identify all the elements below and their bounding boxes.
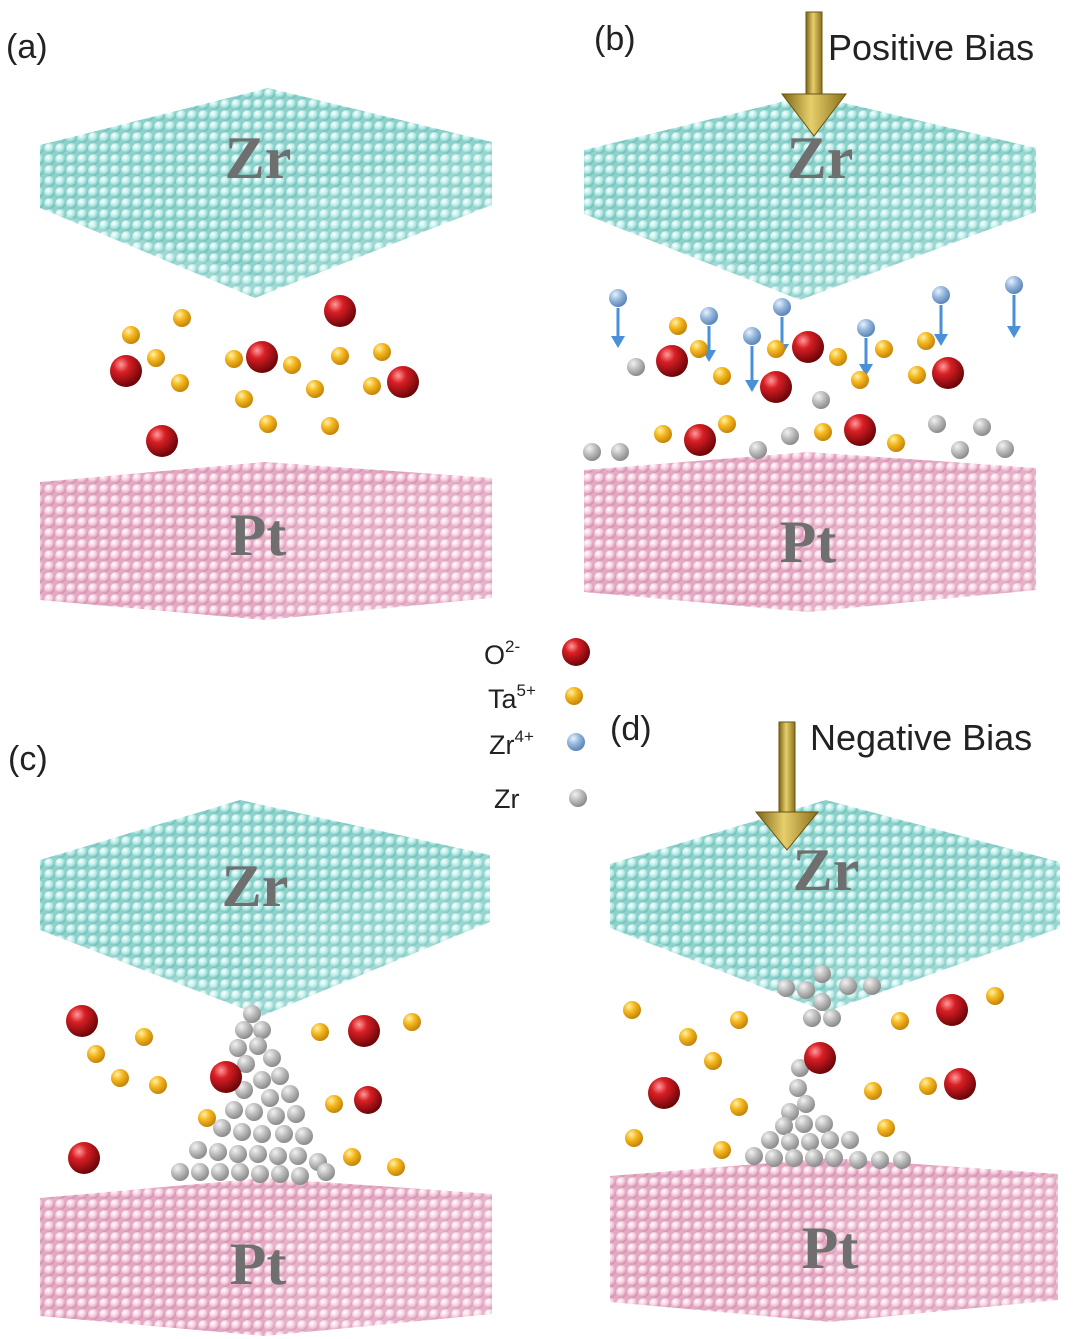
pt-electrode-label: Pt	[780, 509, 837, 575]
panel-d-label: (d)	[610, 710, 652, 748]
legend-oxygen-ion: O2-	[484, 637, 590, 670]
oxygen-ions	[656, 331, 964, 456]
legend-tantalum-ion: Ta5+	[488, 681, 583, 714]
oxygen-ion	[387, 366, 419, 398]
panel-d: (d) Negative Bias Zr Pt	[610, 710, 1060, 1322]
zr-filament	[745, 965, 911, 1169]
positive-bias-label: Positive Bias	[828, 27, 1034, 68]
svg-text:Zr4+: Zr4+	[489, 727, 534, 760]
pt-electrode-label: Pt	[230, 502, 287, 568]
pt-electrode-label: Pt	[230, 1231, 287, 1297]
tantalum-ions	[654, 317, 935, 452]
bias-arrow-icon	[754, 721, 820, 851]
zr-electrode-label: Zr	[225, 125, 292, 191]
zr-electrode-top: Zr	[584, 95, 1036, 300]
oxygen-ions	[110, 295, 419, 457]
pt-electrode-label: Pt	[802, 1215, 859, 1281]
oxygen-ion-swatch	[562, 638, 590, 666]
zr-electrode-label: Zr	[793, 837, 860, 903]
migration-arrow-icon	[609, 289, 627, 348]
migration-arrow-icon	[1005, 276, 1023, 338]
pt-electrode-bottom: Pt	[584, 452, 1036, 612]
zr-electrode-top: Zr	[40, 88, 492, 298]
tantalum-ions	[122, 309, 391, 435]
migration-arrow-icon	[932, 286, 950, 346]
migration-arrow-icon	[743, 327, 761, 392]
zr-electrode-label: Zr	[222, 853, 289, 919]
oxygen-ion	[246, 341, 278, 373]
zr-electrode-label: Zr	[787, 125, 854, 191]
pt-electrode-bottom: Pt	[610, 1158, 1058, 1322]
oxygen-ions	[648, 994, 976, 1109]
zr-filament	[171, 1005, 335, 1185]
pt-electrode-bottom: Pt	[40, 1178, 492, 1336]
tantalum-ion-swatch	[565, 687, 583, 705]
panel-b-label: (b)	[594, 20, 636, 58]
tantalum-ions	[623, 987, 1004, 1159]
bias-arrow-icon	[780, 11, 848, 137]
zirconium-ion-swatch	[567, 733, 585, 751]
zr-electrode-top: Zr	[610, 800, 1060, 1012]
zirconium-atom-swatch	[569, 789, 587, 807]
panel-c: (c) Zr Pt	[8, 740, 492, 1336]
legend-zirconium-ion: Zr4+	[489, 727, 585, 760]
legend-zirconium-atom: Zr	[494, 784, 587, 814]
oxygen-ion	[146, 425, 178, 457]
zr-atoms	[583, 358, 1014, 461]
svg-text:O2-: O2-	[484, 637, 520, 670]
panel-b: (b) Positive Bias Zr Pt	[583, 11, 1036, 612]
oxygen-ion	[110, 355, 142, 387]
migration-arrow-icon	[857, 319, 875, 376]
svg-text:Ta5+: Ta5+	[488, 681, 536, 714]
zr-electrode-top: Zr	[40, 800, 490, 1016]
negative-bias-label: Negative Bias	[810, 717, 1032, 758]
oxygen-ion	[324, 295, 356, 327]
panel-a-label: (a)	[6, 28, 48, 66]
legend: O2- Ta5+ Zr4+ Zr	[484, 637, 590, 814]
panel-c-label: (c)	[8, 740, 48, 778]
oxygen-ions	[66, 1005, 382, 1174]
pt-electrode-bottom: Pt	[40, 462, 492, 620]
svg-text:Zr: Zr	[494, 784, 519, 814]
tantalum-ions	[87, 1013, 421, 1176]
panel-a: (a) Zr Pt	[6, 28, 492, 620]
